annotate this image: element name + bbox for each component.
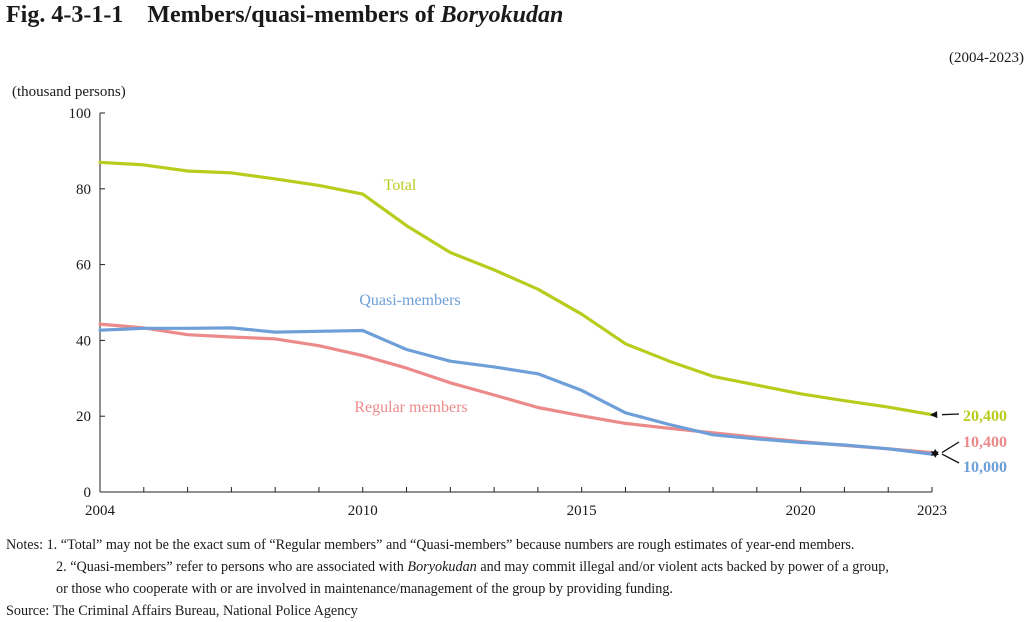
- x-tick-label: 2015: [567, 503, 597, 519]
- y-tick-label: 100: [69, 106, 92, 122]
- arrow-head: [930, 411, 938, 419]
- chart-title: Fig. 4-3-1-1 Members/quasi-members of Bo…: [6, 2, 563, 29]
- x-tick-label: 2020: [786, 503, 816, 519]
- source: Source: The Criminal Affairs Bureau, Nat…: [6, 603, 358, 619]
- arrow-line: [941, 453, 960, 464]
- arrow-head: [930, 451, 939, 458]
- title-italic: Boryokudan: [440, 2, 564, 28]
- series-name-label: Quasi-members: [359, 292, 460, 309]
- arrow-line: [941, 441, 960, 454]
- end-value-label: 20,400: [963, 408, 1007, 425]
- title-text: Members/quasi-members of: [147, 2, 441, 28]
- notes: Notes: 1. “Total” may not be the exact s…: [6, 534, 889, 622]
- y-tick-label: 0: [84, 485, 92, 501]
- series-labels: Total Quasi-members Regular members 20,400 1…: [354, 177, 1007, 476]
- end-value-label: 10,400: [963, 434, 1007, 451]
- x-tick-label: 2004: [85, 503, 116, 519]
- axes: 0 20 40 60 80 100 2004 2010 2015 2020 2023: [69, 106, 948, 519]
- period-label: (2004-2023): [949, 50, 1024, 66]
- x-tick-label: 2010: [348, 503, 378, 519]
- x-tick-label: 2023: [917, 503, 947, 519]
- series-line-quasi-members: [98, 326, 934, 456]
- arrow-line: [941, 413, 960, 416]
- y-tick-label: 40: [76, 333, 91, 349]
- series-name-label: Total: [384, 177, 417, 194]
- y-axis-unit: (thousand persons): [12, 84, 126, 100]
- y-tick-label: 20: [76, 409, 91, 425]
- y-tick-label: 60: [76, 258, 91, 274]
- series-line-total: [98, 160, 934, 417]
- series-name-label: Regular members: [354, 399, 467, 416]
- note-2-continued: or those who cooperate with or are invol…: [56, 581, 673, 597]
- y-tick-label: 80: [76, 182, 91, 198]
- note-2: 2. “Quasi-members” refer to persons who …: [56, 559, 889, 575]
- series-line-regular-members: [98, 322, 934, 455]
- end-value-label: 10,000: [963, 459, 1007, 476]
- figure-number: Fig. 4-3-1-1: [6, 2, 124, 28]
- note-1: Notes: 1. “Total” may not be the exact s…: [6, 537, 855, 553]
- series-lines: [98, 160, 934, 456]
